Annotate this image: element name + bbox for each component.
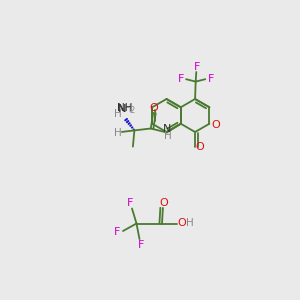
Text: H: H [114,109,122,119]
Text: O: O [196,142,205,152]
Text: NH: NH [117,103,133,113]
Text: O: O [212,120,220,130]
Text: O: O [149,103,158,113]
Text: 2: 2 [129,106,134,115]
Text: H: H [164,131,171,141]
Text: H: H [114,128,122,138]
Text: F: F [178,74,184,84]
Text: F: F [194,62,200,72]
Text: F: F [208,74,214,84]
Text: O: O [177,218,186,228]
Text: N: N [163,124,172,134]
Text: F: F [127,198,133,208]
Text: O: O [159,198,168,208]
Text: N: N [118,104,127,114]
Text: F: F [138,240,144,250]
Text: F: F [114,226,120,237]
Text: H: H [186,218,194,228]
Text: H: H [124,104,132,114]
